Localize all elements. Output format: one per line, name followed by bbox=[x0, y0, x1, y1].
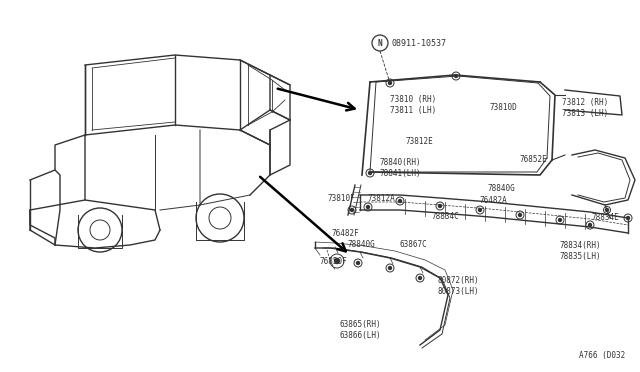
Text: 78834(RH): 78834(RH) bbox=[560, 241, 602, 250]
Circle shape bbox=[589, 224, 591, 227]
Circle shape bbox=[356, 262, 360, 264]
Text: 78835(LH): 78835(LH) bbox=[560, 252, 602, 261]
Text: 73812A: 73812A bbox=[368, 194, 396, 203]
Circle shape bbox=[627, 217, 630, 219]
Text: 78840G: 78840G bbox=[487, 184, 515, 193]
Text: 78841(LH): 78841(LH) bbox=[380, 169, 422, 178]
Text: N: N bbox=[378, 38, 382, 48]
Circle shape bbox=[388, 81, 392, 84]
Circle shape bbox=[388, 266, 392, 269]
Circle shape bbox=[399, 199, 401, 202]
Text: 76850F: 76850F bbox=[320, 257, 348, 266]
Text: 73812 (RH): 73812 (RH) bbox=[562, 98, 608, 107]
Text: 78834C: 78834C bbox=[432, 212, 460, 221]
Text: 73811 (LH): 73811 (LH) bbox=[390, 106, 436, 115]
Text: 76852E: 76852E bbox=[520, 155, 548, 164]
Text: 76482F: 76482F bbox=[332, 229, 360, 238]
Text: A766 (D032: A766 (D032 bbox=[579, 351, 625, 360]
Text: 73812E: 73812E bbox=[405, 137, 433, 146]
Text: 78840(RH): 78840(RH) bbox=[380, 158, 422, 167]
Text: 78840G: 78840G bbox=[348, 240, 376, 249]
Circle shape bbox=[605, 208, 609, 212]
Text: 80873(LH): 80873(LH) bbox=[437, 287, 479, 296]
Text: 73810D: 73810D bbox=[490, 103, 518, 112]
Circle shape bbox=[419, 276, 422, 279]
Text: 80872(RH): 80872(RH) bbox=[437, 276, 479, 285]
Circle shape bbox=[559, 218, 561, 221]
Circle shape bbox=[369, 171, 371, 174]
Circle shape bbox=[367, 205, 369, 208]
Text: 63865(RH): 63865(RH) bbox=[340, 320, 381, 329]
Text: 08911-10537: 08911-10537 bbox=[391, 38, 446, 48]
Circle shape bbox=[479, 208, 481, 212]
Circle shape bbox=[351, 208, 353, 212]
Text: 76482A: 76482A bbox=[480, 196, 508, 205]
Text: 73810F: 73810F bbox=[327, 194, 355, 203]
Circle shape bbox=[518, 214, 522, 217]
Text: 73813 (LH): 73813 (LH) bbox=[562, 109, 608, 118]
Text: 73810 (RH): 73810 (RH) bbox=[390, 95, 436, 104]
Text: 78834E: 78834E bbox=[592, 213, 620, 222]
Text: 63866(LH): 63866(LH) bbox=[340, 331, 381, 340]
Circle shape bbox=[335, 259, 339, 263]
Circle shape bbox=[454, 74, 458, 77]
Circle shape bbox=[438, 205, 442, 208]
Text: 63867C: 63867C bbox=[400, 240, 428, 249]
